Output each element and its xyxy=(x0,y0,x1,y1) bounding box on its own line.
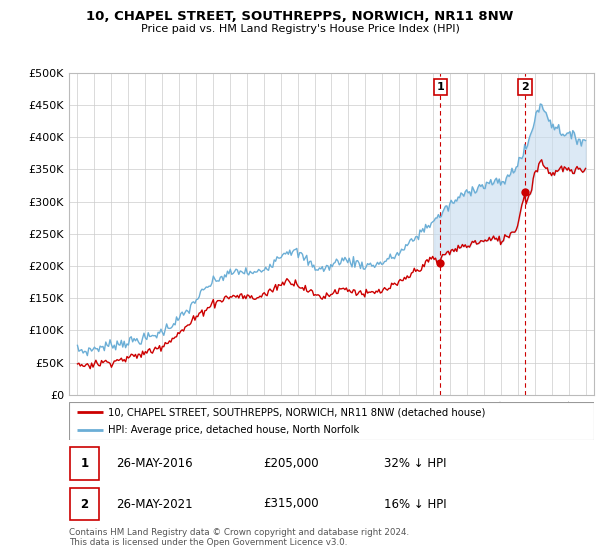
Bar xyxy=(70,447,99,480)
Text: £205,000: £205,000 xyxy=(263,457,319,470)
Text: 1: 1 xyxy=(80,457,89,470)
Text: £315,000: £315,000 xyxy=(263,497,319,511)
Text: 10, CHAPEL STREET, SOUTHREPPS, NORWICH, NR11 8NW (detached house): 10, CHAPEL STREET, SOUTHREPPS, NORWICH, … xyxy=(109,407,486,417)
Text: 2: 2 xyxy=(80,497,89,511)
Text: 10, CHAPEL STREET, SOUTHREPPS, NORWICH, NR11 8NW: 10, CHAPEL STREET, SOUTHREPPS, NORWICH, … xyxy=(86,10,514,22)
Text: 1: 1 xyxy=(436,82,444,92)
Text: 2: 2 xyxy=(521,82,529,92)
Text: 26-MAY-2021: 26-MAY-2021 xyxy=(116,497,193,511)
Text: 16% ↓ HPI: 16% ↓ HPI xyxy=(384,497,446,511)
Text: 32% ↓ HPI: 32% ↓ HPI xyxy=(384,457,446,470)
Text: Price paid vs. HM Land Registry's House Price Index (HPI): Price paid vs. HM Land Registry's House … xyxy=(140,24,460,34)
Text: Contains HM Land Registry data © Crown copyright and database right 2024.
This d: Contains HM Land Registry data © Crown c… xyxy=(69,528,409,547)
Text: 26-MAY-2016: 26-MAY-2016 xyxy=(116,457,193,470)
Text: HPI: Average price, detached house, North Norfolk: HPI: Average price, detached house, Nort… xyxy=(109,425,359,435)
Bar xyxy=(70,488,99,520)
